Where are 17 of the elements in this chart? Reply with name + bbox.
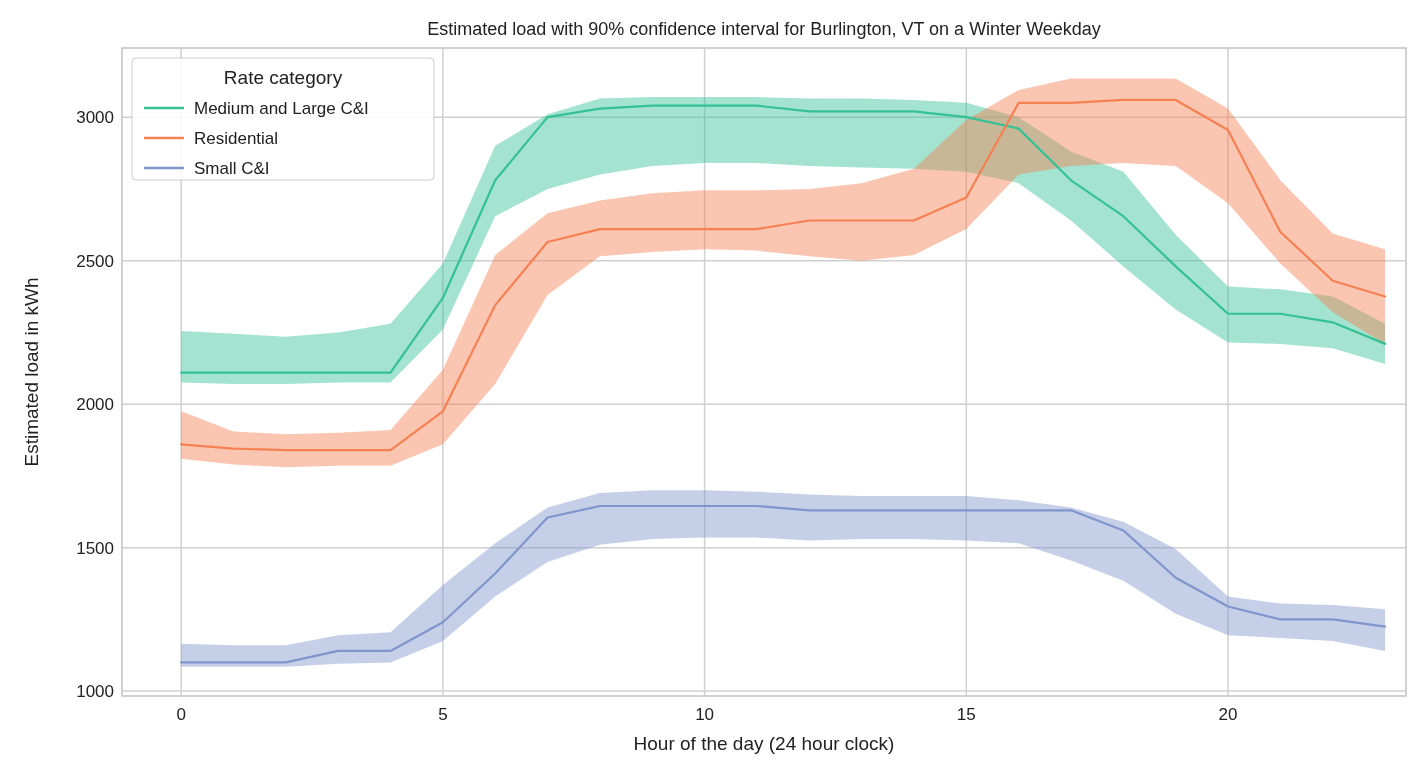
x-tick-label: 20 xyxy=(1218,705,1238,724)
legend-label: Small C&I xyxy=(194,158,270,178)
chart-title: Estimated load with 90% confidence interval for Burlington, VT on a Winter Weekday xyxy=(427,19,1101,39)
y-tick-label: 3000 xyxy=(76,108,114,128)
y-tick-label: 2500 xyxy=(76,251,114,271)
y-tick-label: 1000 xyxy=(76,682,114,702)
legend-title: Rate category xyxy=(223,67,343,88)
x-tick-label: 15 xyxy=(956,705,976,724)
legend-label: Residential xyxy=(194,128,279,148)
y-axis-title: Estimated load in kWh xyxy=(21,277,42,467)
x-tick-label: 0 xyxy=(176,705,186,724)
legend-label: Medium and Large C&I xyxy=(194,98,369,118)
y-tick-label: 2000 xyxy=(76,395,114,415)
x-tick-label: 5 xyxy=(438,705,448,724)
x-tick-label: 10 xyxy=(695,705,715,724)
y-tick-label: 1500 xyxy=(76,538,114,558)
x-axis-title: Hour of the day (24 hour clock) xyxy=(633,733,895,754)
